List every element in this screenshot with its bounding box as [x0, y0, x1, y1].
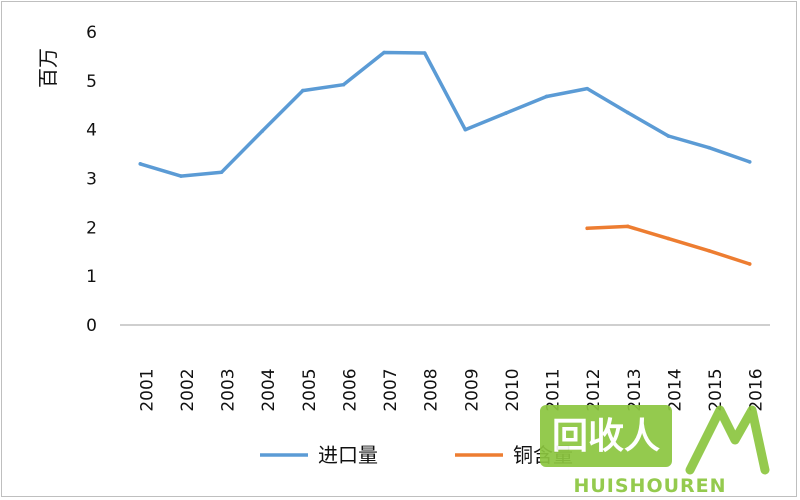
data-point — [341, 82, 346, 87]
watermark-badge — [540, 405, 672, 467]
data-point — [301, 88, 305, 93]
y-tick-label: 5 — [86, 72, 97, 92]
data-point — [544, 94, 549, 99]
watermark-logo: 回收人 HUISHOUREN — [540, 405, 770, 497]
watermark-logo-text: 回收人 — [552, 416, 660, 457]
data-point — [382, 50, 386, 55]
x-tick-label: 2013 — [625, 368, 645, 411]
series-line-1 — [138, 50, 752, 178]
x-axis-ticks: 2001 2002 2003 2004 2005 2006 2007 2008 2009 2010… — [137, 368, 766, 411]
x-tick-label: 2014 — [665, 368, 685, 411]
data-point — [707, 145, 711, 150]
y-tick-label: 0 — [86, 316, 97, 336]
data-point — [585, 86, 589, 91]
data-point — [747, 262, 752, 266]
x-tick-label: 2010 — [503, 368, 523, 411]
x-tick-label: 2002 — [178, 368, 198, 411]
data-point — [504, 111, 508, 115]
legend: 进口量铜含量 — [260, 443, 573, 467]
x-tick-label: 2004 — [259, 368, 279, 411]
y-tick-label: 2 — [86, 218, 97, 238]
x-tick-label: 2012 — [584, 368, 604, 411]
data-point — [707, 248, 711, 253]
data-point — [626, 110, 630, 115]
data-point — [585, 226, 589, 231]
legend-label-1: 进口量 — [318, 443, 378, 467]
x-tick-label: 2001 — [137, 368, 157, 411]
x-tick-label: 2003 — [219, 368, 239, 411]
y-tick-label: 6 — [86, 23, 97, 43]
x-tick-label: 2009 — [462, 368, 482, 411]
x-tick-label: 2007 — [381, 368, 401, 411]
x-tick-label: 2011 — [544, 368, 564, 411]
x-tick-label: 2006 — [340, 368, 360, 411]
x-tick-label: 2016 — [747, 368, 767, 411]
y-axis-ticks: 0 1 2 3 4 5 6 — [86, 23, 97, 336]
watermark-person-icon — [685, 405, 770, 475]
data-point — [463, 127, 468, 132]
data-point — [747, 160, 752, 164]
series-lines — [138, 50, 752, 266]
x-tick-label: 2005 — [300, 368, 320, 411]
watermark-text: HUISHOUREN — [573, 475, 726, 497]
y-tick-label: 1 — [86, 267, 97, 287]
data-point — [666, 134, 671, 138]
y-tick-label: 4 — [86, 121, 97, 141]
data-point — [260, 129, 264, 133]
y-axis-label: 百万 — [36, 48, 60, 88]
x-tick-label: 2008 — [422, 368, 442, 411]
y-tick-label: 3 — [86, 170, 97, 190]
data-point — [422, 51, 427, 55]
data-point — [666, 236, 671, 241]
x-tick-label: 2015 — [706, 368, 726, 411]
data-point — [138, 162, 143, 166]
data-point — [179, 174, 183, 178]
data-point — [626, 224, 630, 229]
series-line-2 — [585, 224, 752, 266]
data-point — [219, 170, 224, 174]
